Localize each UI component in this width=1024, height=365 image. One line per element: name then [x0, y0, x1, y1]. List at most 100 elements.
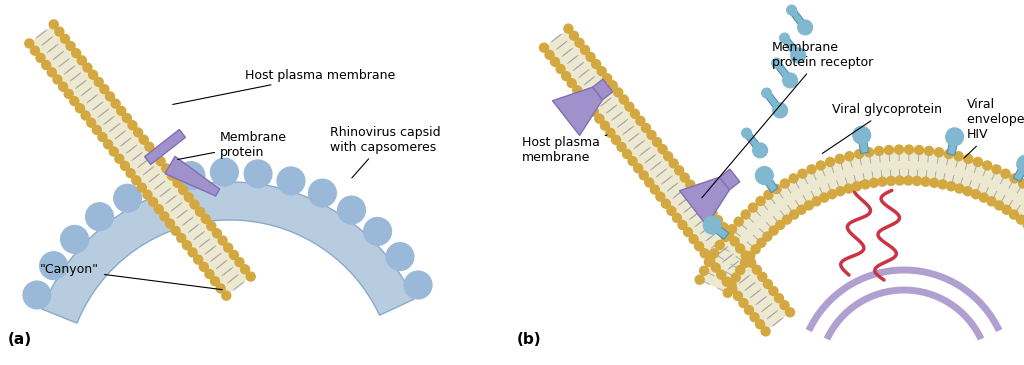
Circle shape	[600, 121, 609, 130]
Circle shape	[771, 58, 781, 68]
Circle shape	[364, 218, 391, 245]
Circle shape	[727, 281, 736, 289]
Circle shape	[869, 178, 879, 187]
Circle shape	[650, 185, 659, 194]
Circle shape	[992, 165, 1001, 174]
Circle shape	[741, 128, 752, 138]
Circle shape	[606, 128, 615, 137]
Circle shape	[774, 293, 783, 303]
Circle shape	[83, 63, 92, 72]
Circle shape	[658, 145, 667, 154]
Circle shape	[944, 150, 953, 158]
Circle shape	[551, 57, 559, 66]
Polygon shape	[788, 8, 808, 30]
Circle shape	[1010, 174, 1019, 183]
Circle shape	[753, 265, 761, 274]
Circle shape	[994, 201, 1004, 210]
Circle shape	[1019, 179, 1024, 188]
Text: "Canyon": "Canyon"	[40, 264, 222, 290]
Circle shape	[92, 126, 101, 134]
Circle shape	[782, 215, 792, 224]
Circle shape	[60, 34, 70, 43]
Circle shape	[786, 5, 797, 15]
Circle shape	[222, 291, 230, 300]
Circle shape	[705, 257, 714, 266]
Circle shape	[65, 89, 73, 99]
Circle shape	[234, 258, 244, 266]
Circle shape	[753, 143, 768, 158]
Circle shape	[914, 146, 924, 154]
Circle shape	[699, 266, 709, 275]
Circle shape	[844, 184, 853, 193]
Circle shape	[772, 184, 781, 193]
Circle shape	[581, 45, 590, 54]
Circle shape	[773, 103, 787, 118]
Circle shape	[745, 251, 755, 261]
Circle shape	[182, 241, 191, 250]
Circle shape	[757, 238, 766, 247]
Polygon shape	[544, 28, 791, 331]
Circle shape	[758, 272, 767, 281]
Circle shape	[89, 70, 97, 79]
Circle shape	[25, 39, 34, 48]
Circle shape	[779, 33, 790, 43]
Circle shape	[148, 197, 158, 207]
Circle shape	[703, 216, 721, 234]
Circle shape	[36, 53, 45, 62]
Circle shape	[115, 154, 124, 163]
Circle shape	[955, 184, 964, 193]
Circle shape	[885, 146, 894, 154]
Circle shape	[641, 123, 650, 132]
Circle shape	[98, 132, 106, 142]
Circle shape	[623, 150, 632, 158]
Circle shape	[584, 100, 593, 109]
Text: (a): (a)	[8, 332, 32, 347]
Circle shape	[864, 148, 873, 157]
Circle shape	[53, 75, 61, 84]
Circle shape	[761, 327, 770, 336]
Circle shape	[94, 77, 103, 87]
Circle shape	[620, 95, 629, 104]
Circle shape	[178, 185, 187, 195]
Circle shape	[103, 140, 113, 149]
Circle shape	[162, 164, 171, 173]
Circle shape	[667, 206, 676, 215]
Circle shape	[76, 104, 84, 113]
Circle shape	[723, 288, 732, 297]
Circle shape	[733, 291, 742, 300]
Circle shape	[790, 210, 799, 219]
Circle shape	[628, 157, 637, 166]
Circle shape	[946, 182, 955, 191]
Circle shape	[218, 236, 227, 245]
Circle shape	[631, 109, 639, 118]
Circle shape	[167, 171, 176, 180]
Circle shape	[308, 179, 337, 207]
Circle shape	[114, 184, 141, 212]
Polygon shape	[1014, 162, 1024, 182]
Circle shape	[845, 152, 854, 161]
Circle shape	[756, 166, 773, 185]
Circle shape	[964, 154, 973, 164]
Circle shape	[827, 190, 837, 199]
Circle shape	[669, 159, 678, 168]
Circle shape	[715, 241, 724, 250]
Circle shape	[735, 244, 744, 253]
Polygon shape	[699, 150, 1024, 293]
Circle shape	[1017, 155, 1024, 173]
Circle shape	[964, 187, 972, 196]
Circle shape	[762, 88, 771, 98]
Circle shape	[691, 187, 700, 196]
Circle shape	[717, 270, 726, 279]
Circle shape	[212, 229, 221, 238]
Circle shape	[100, 85, 109, 94]
Circle shape	[807, 165, 816, 174]
Circle shape	[895, 176, 904, 185]
Circle shape	[196, 207, 205, 216]
Circle shape	[675, 166, 684, 175]
Circle shape	[797, 205, 806, 214]
Circle shape	[216, 284, 225, 293]
Circle shape	[972, 190, 980, 199]
Circle shape	[749, 203, 758, 212]
Polygon shape	[782, 36, 801, 58]
Circle shape	[1010, 210, 1019, 219]
